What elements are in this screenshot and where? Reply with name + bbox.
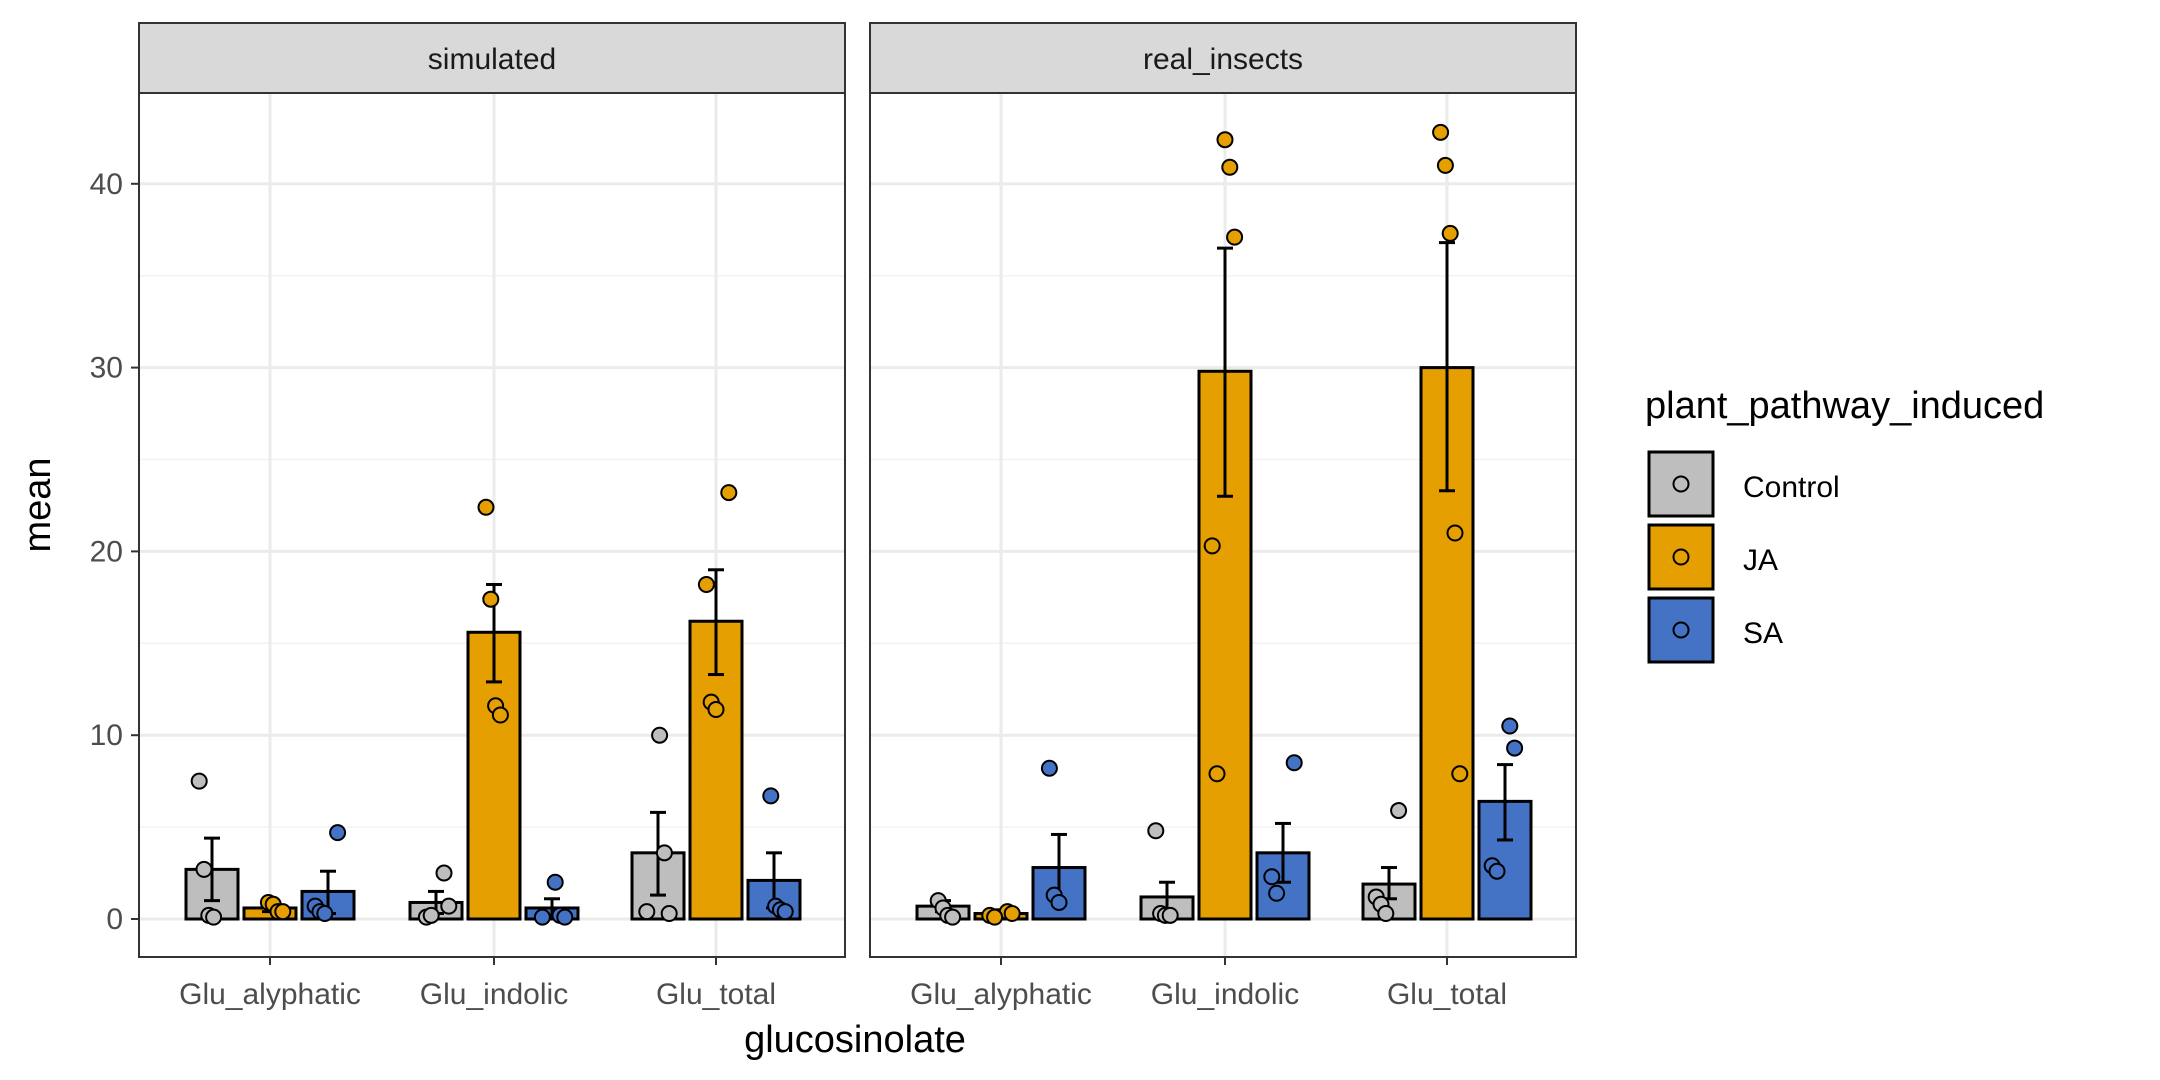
point-simulated-glu-total-control bbox=[655, 844, 673, 862]
point-real-insects-glu-indolic-ja bbox=[1226, 228, 1244, 246]
point-real-insects-glu-total-sa bbox=[1506, 739, 1524, 757]
point-simulated-glu-alyphatic-control bbox=[190, 772, 208, 790]
x-tick-label-real-insects-glu-total: Glu_total bbox=[1387, 978, 1507, 1011]
x-tick-label-simulated-glu-alyphatic: Glu_alyphatic bbox=[179, 978, 361, 1011]
point-real-insects-glu-indolic-ja bbox=[1208, 765, 1226, 783]
strip-label-simulated: simulated bbox=[428, 43, 556, 76]
point-real-insects-glu-indolic-ja bbox=[1216, 131, 1234, 149]
x-axis-title: glucosinolate bbox=[744, 1019, 966, 1061]
point-real-insects-glu-alyphatic-sa bbox=[1050, 893, 1068, 911]
y-tick-label-10: 10 bbox=[90, 719, 123, 752]
point-real-insects-glu-indolic-ja bbox=[1203, 537, 1221, 555]
errorbar-real-insects-glu-indolic-ja bbox=[1217, 246, 1233, 498]
y-axis-title: mean bbox=[17, 457, 59, 552]
x-tick-label-real-insects-glu-indolic: Glu_indolic bbox=[1151, 978, 1299, 1011]
panel-simulated: simulated Glu_alyphatic Glu_indolic Glu_tot… bbox=[90, 22, 846, 1011]
point-simulated-glu-indolic-control bbox=[440, 897, 458, 915]
errorbar-real-insects-glu-total-ja bbox=[1439, 241, 1455, 493]
strip-real-insects bbox=[869, 22, 1577, 94]
legend-key-ja bbox=[1647, 523, 1715, 591]
strip-label-real-insects: real_insects bbox=[1143, 43, 1303, 76]
legend: plant_pathway_induced Control JA SA bbox=[1645, 385, 2044, 664]
point-real-insects-glu-alyphatic-ja bbox=[986, 908, 1004, 926]
strip-simulated bbox=[138, 22, 846, 94]
point-real-insects-glu-total-control bbox=[1390, 802, 1408, 820]
legend-key-sa bbox=[1647, 596, 1715, 664]
point-simulated-glu-indolic-sa bbox=[533, 908, 551, 926]
point-simulated-glu-indolic-sa bbox=[546, 873, 564, 891]
x-tick-label-simulated-glu-total: Glu_total bbox=[656, 978, 776, 1011]
point-simulated-glu-indolic-ja bbox=[482, 590, 500, 608]
point-simulated-glu-alyphatic-control bbox=[195, 860, 213, 878]
point-real-insects-glu-total-ja bbox=[1446, 524, 1464, 542]
point-simulated-glu-indolic-ja bbox=[491, 706, 509, 724]
point-real-insects-glu-indolic-sa bbox=[1285, 754, 1303, 772]
point-simulated-glu-alyphatic-ja bbox=[274, 903, 292, 921]
point-real-insects-glu-total-sa bbox=[1488, 862, 1506, 880]
point-real-insects-glu-indolic-control bbox=[1161, 906, 1179, 924]
facet-panels: simulated Glu_alyphatic Glu_indolic Glu_tot… bbox=[90, 22, 1577, 1011]
point-simulated-glu-alyphatic-control bbox=[205, 908, 223, 926]
point-simulated-glu-total-sa bbox=[762, 787, 780, 805]
point-real-insects-glu-alyphatic-control bbox=[944, 908, 962, 926]
point-simulated-glu-indolic-ja bbox=[477, 498, 495, 516]
y-tick-label-30: 30 bbox=[90, 352, 123, 385]
legend-label-control: Control bbox=[1743, 471, 1840, 504]
point-real-insects-glu-total-ja bbox=[1441, 224, 1459, 242]
point-simulated-glu-indolic-sa bbox=[556, 908, 574, 926]
point-real-insects-glu-total-ja bbox=[1451, 765, 1469, 783]
point-simulated-glu-total-control bbox=[651, 726, 669, 744]
point-simulated-glu-total-control bbox=[660, 904, 678, 922]
point-real-insects-glu-total-control bbox=[1377, 904, 1395, 922]
point-real-insects-glu-alyphatic-sa bbox=[1040, 759, 1058, 777]
point-simulated-glu-total-sa bbox=[776, 903, 794, 921]
point-real-insects-glu-indolic-ja bbox=[1221, 158, 1239, 176]
x-tick-label-simulated-glu-indolic: Glu_indolic bbox=[420, 978, 568, 1011]
panel-real-insects: real_insects Glu_alyphatic Glu_indolic Glu_… bbox=[869, 22, 1577, 1011]
point-simulated-glu-total-control bbox=[638, 903, 656, 921]
point-simulated-glu-total-ja bbox=[707, 700, 725, 718]
y-tick-label-20: 20 bbox=[90, 535, 123, 568]
point-real-insects-glu-indolic-control bbox=[1147, 822, 1165, 840]
y-tick-label-40: 40 bbox=[90, 168, 123, 201]
point-real-insects-glu-total-ja bbox=[1432, 123, 1450, 141]
point-simulated-glu-indolic-control bbox=[422, 906, 440, 924]
point-real-insects-glu-alyphatic-ja bbox=[1003, 904, 1021, 922]
legend-label-ja: JA bbox=[1743, 544, 1778, 577]
point-real-insects-glu-indolic-sa bbox=[1268, 884, 1286, 902]
point-real-insects-glu-total-sa bbox=[1501, 717, 1519, 735]
errorbar-simulated-glu-total-ja bbox=[708, 568, 724, 677]
legend-label-sa: SA bbox=[1743, 617, 1783, 650]
x-tick-label-real-insects-glu-alyphatic: Glu_alyphatic bbox=[910, 978, 1092, 1011]
errorbar-real-insects-glu-total-sa bbox=[1497, 763, 1513, 842]
point-simulated-glu-alyphatic-sa bbox=[316, 904, 334, 922]
point-simulated-glu-total-ja bbox=[720, 484, 738, 502]
point-real-insects-glu-total-ja bbox=[1436, 156, 1454, 174]
point-real-insects-glu-indolic-sa bbox=[1263, 868, 1281, 886]
y-tick-label-0: 0 bbox=[106, 903, 123, 936]
legend-title: plant_pathway_induced bbox=[1645, 385, 2044, 427]
point-simulated-glu-indolic-control bbox=[435, 864, 453, 882]
legend-key-control bbox=[1647, 450, 1715, 518]
point-simulated-glu-alyphatic-sa bbox=[329, 824, 347, 842]
point-simulated-glu-total-ja bbox=[697, 575, 715, 593]
